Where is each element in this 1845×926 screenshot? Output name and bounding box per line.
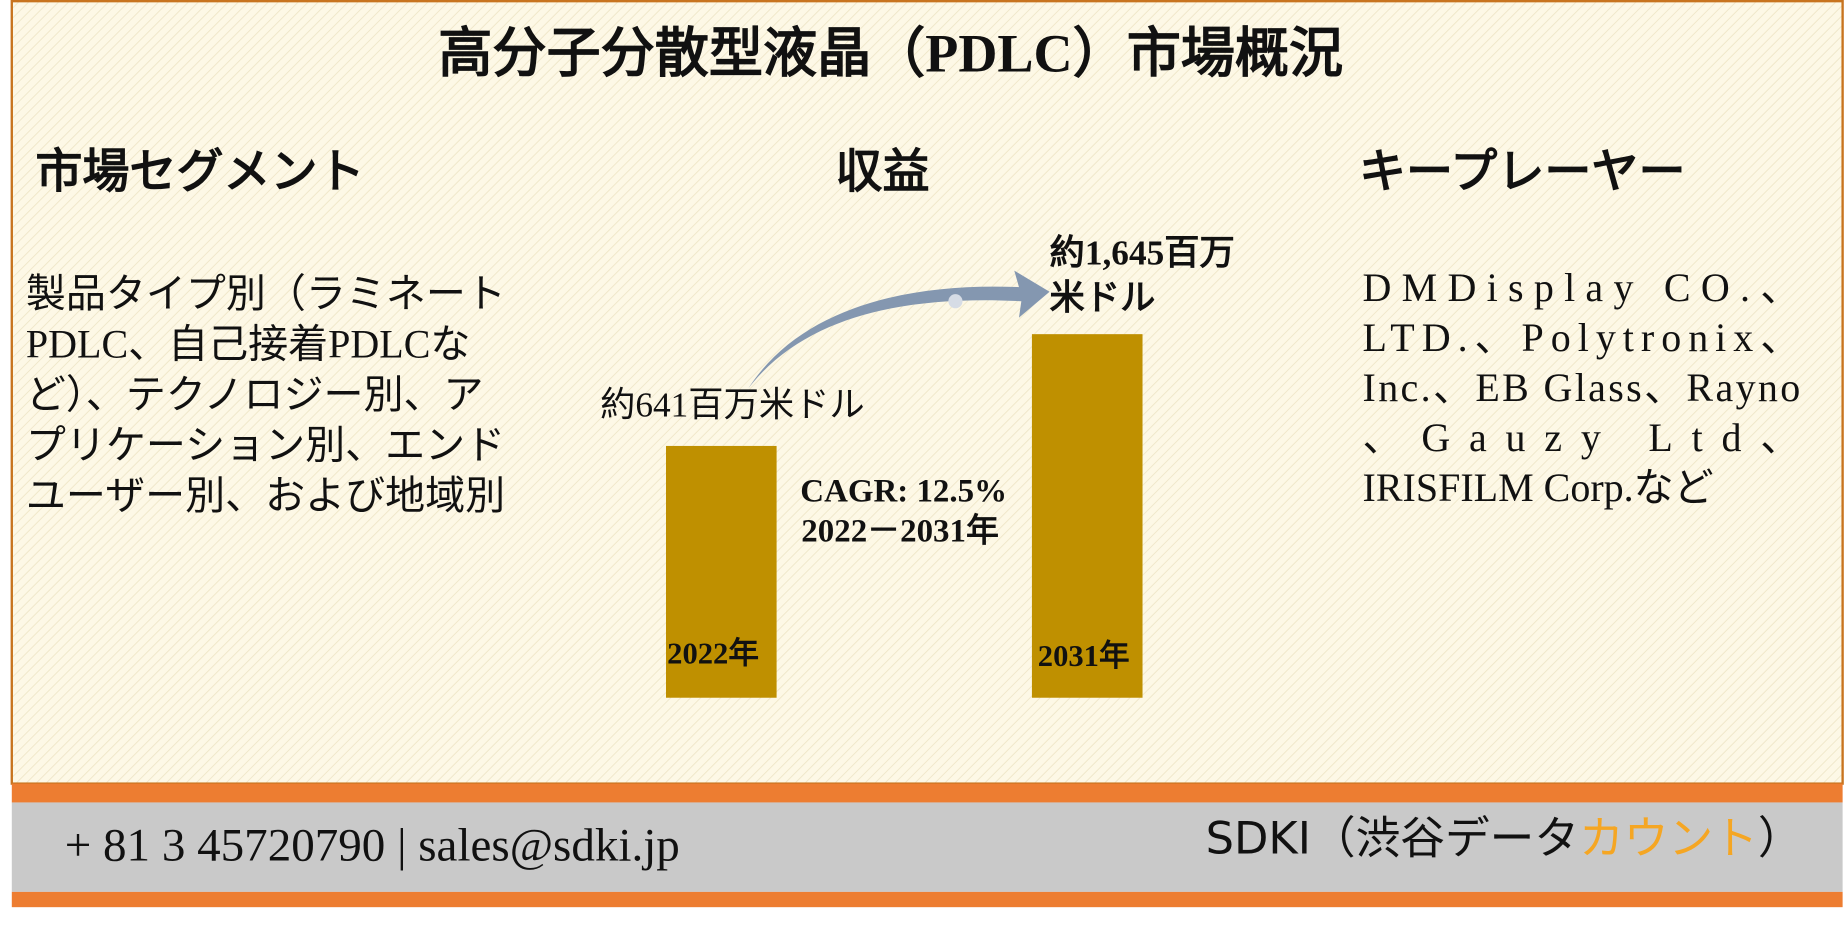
- players-heading: キープレーヤー: [1359, 146, 1686, 198]
- growth-arrow: [748, 270, 1050, 389]
- text-line: 、Gauzy Ltd、: [1363, 415, 1801, 460]
- text-line: IRISFILM Corp.など: [1363, 465, 1714, 510]
- title: 高分子分散型液晶（PDLC）市場概況: [438, 23, 1343, 83]
- text-line: LTD.、Polytronix、: [1363, 315, 1801, 360]
- bar-2031: [1031, 334, 1143, 698]
- cagr-period: 2022－2031年: [801, 513, 999, 550]
- brand-text: SDKI（渋谷データ: [1206, 811, 1580, 864]
- year-label: 2022年: [667, 637, 759, 671]
- text-line: Inc.、EB Glass、Rayno: [1363, 365, 1801, 410]
- end-label: 米ドル: [1050, 278, 1156, 317]
- text-line: PDLC、自己接着PDLCな: [26, 321, 470, 366]
- brand-text: ）: [1758, 811, 1803, 864]
- cagr: CAGR: 12.5%: [800, 474, 1007, 510]
- footer-band: [11, 891, 1843, 908]
- footer-band: [11, 783, 1843, 803]
- text-line: プリケーション別、エンド: [26, 423, 505, 468]
- text-line: ど）、テクノロジー別、ア: [26, 372, 484, 417]
- brand-highlight: カウント: [1579, 811, 1758, 864]
- arrow-dot: [948, 294, 963, 309]
- segment-text: 製品タイプ別（ラミネート PDLC、自己接着PDLCなど）、テクノロジー別、アプリ…: [26, 271, 506, 518]
- panel: [10, 0, 1844, 785]
- segment-heading: 市場セグメント: [35, 146, 364, 198]
- year-label: 2031年: [1038, 639, 1130, 673]
- contact: + 81 3 45720790 | sales@sdki.jp: [65, 819, 680, 871]
- text-line: 製品タイプ別（ラミネート: [26, 271, 506, 316]
- end-label: 約1,645百万: [1050, 234, 1235, 273]
- footer: [11, 802, 1843, 892]
- revenue-heading: 収益: [835, 146, 929, 198]
- start-label: 約641百万米ドル: [600, 385, 865, 424]
- text-line: ユーザー別、および地域別: [26, 473, 505, 518]
- bar-2022: [665, 445, 777, 698]
- brand: SDKI（渋谷データカウント）: [1206, 811, 1803, 864]
